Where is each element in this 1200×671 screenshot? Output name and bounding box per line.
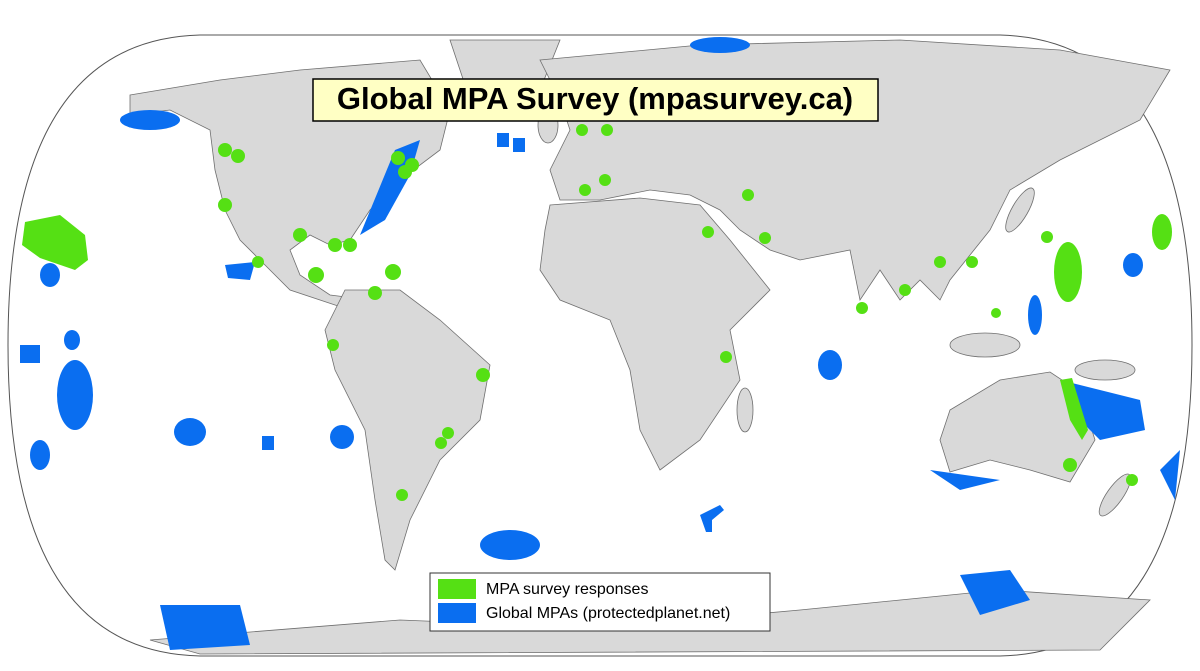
title-box [312, 78, 879, 122]
survey-responses [22, 124, 1172, 501]
legend: MPA survey responses Global MPAs (protect… [429, 572, 771, 632]
legend-label: MPA survey responses [486, 581, 648, 598]
map-title: Global MPA Survey (mpasurvey.ca) [337, 81, 853, 116]
legend-label: Global MPAs (protectedplanet.net) [486, 605, 730, 622]
legend-swatch [438, 603, 476, 623]
mpa-areas [20, 37, 1180, 650]
legend-box [429, 572, 771, 632]
legend-swatch [438, 579, 476, 599]
